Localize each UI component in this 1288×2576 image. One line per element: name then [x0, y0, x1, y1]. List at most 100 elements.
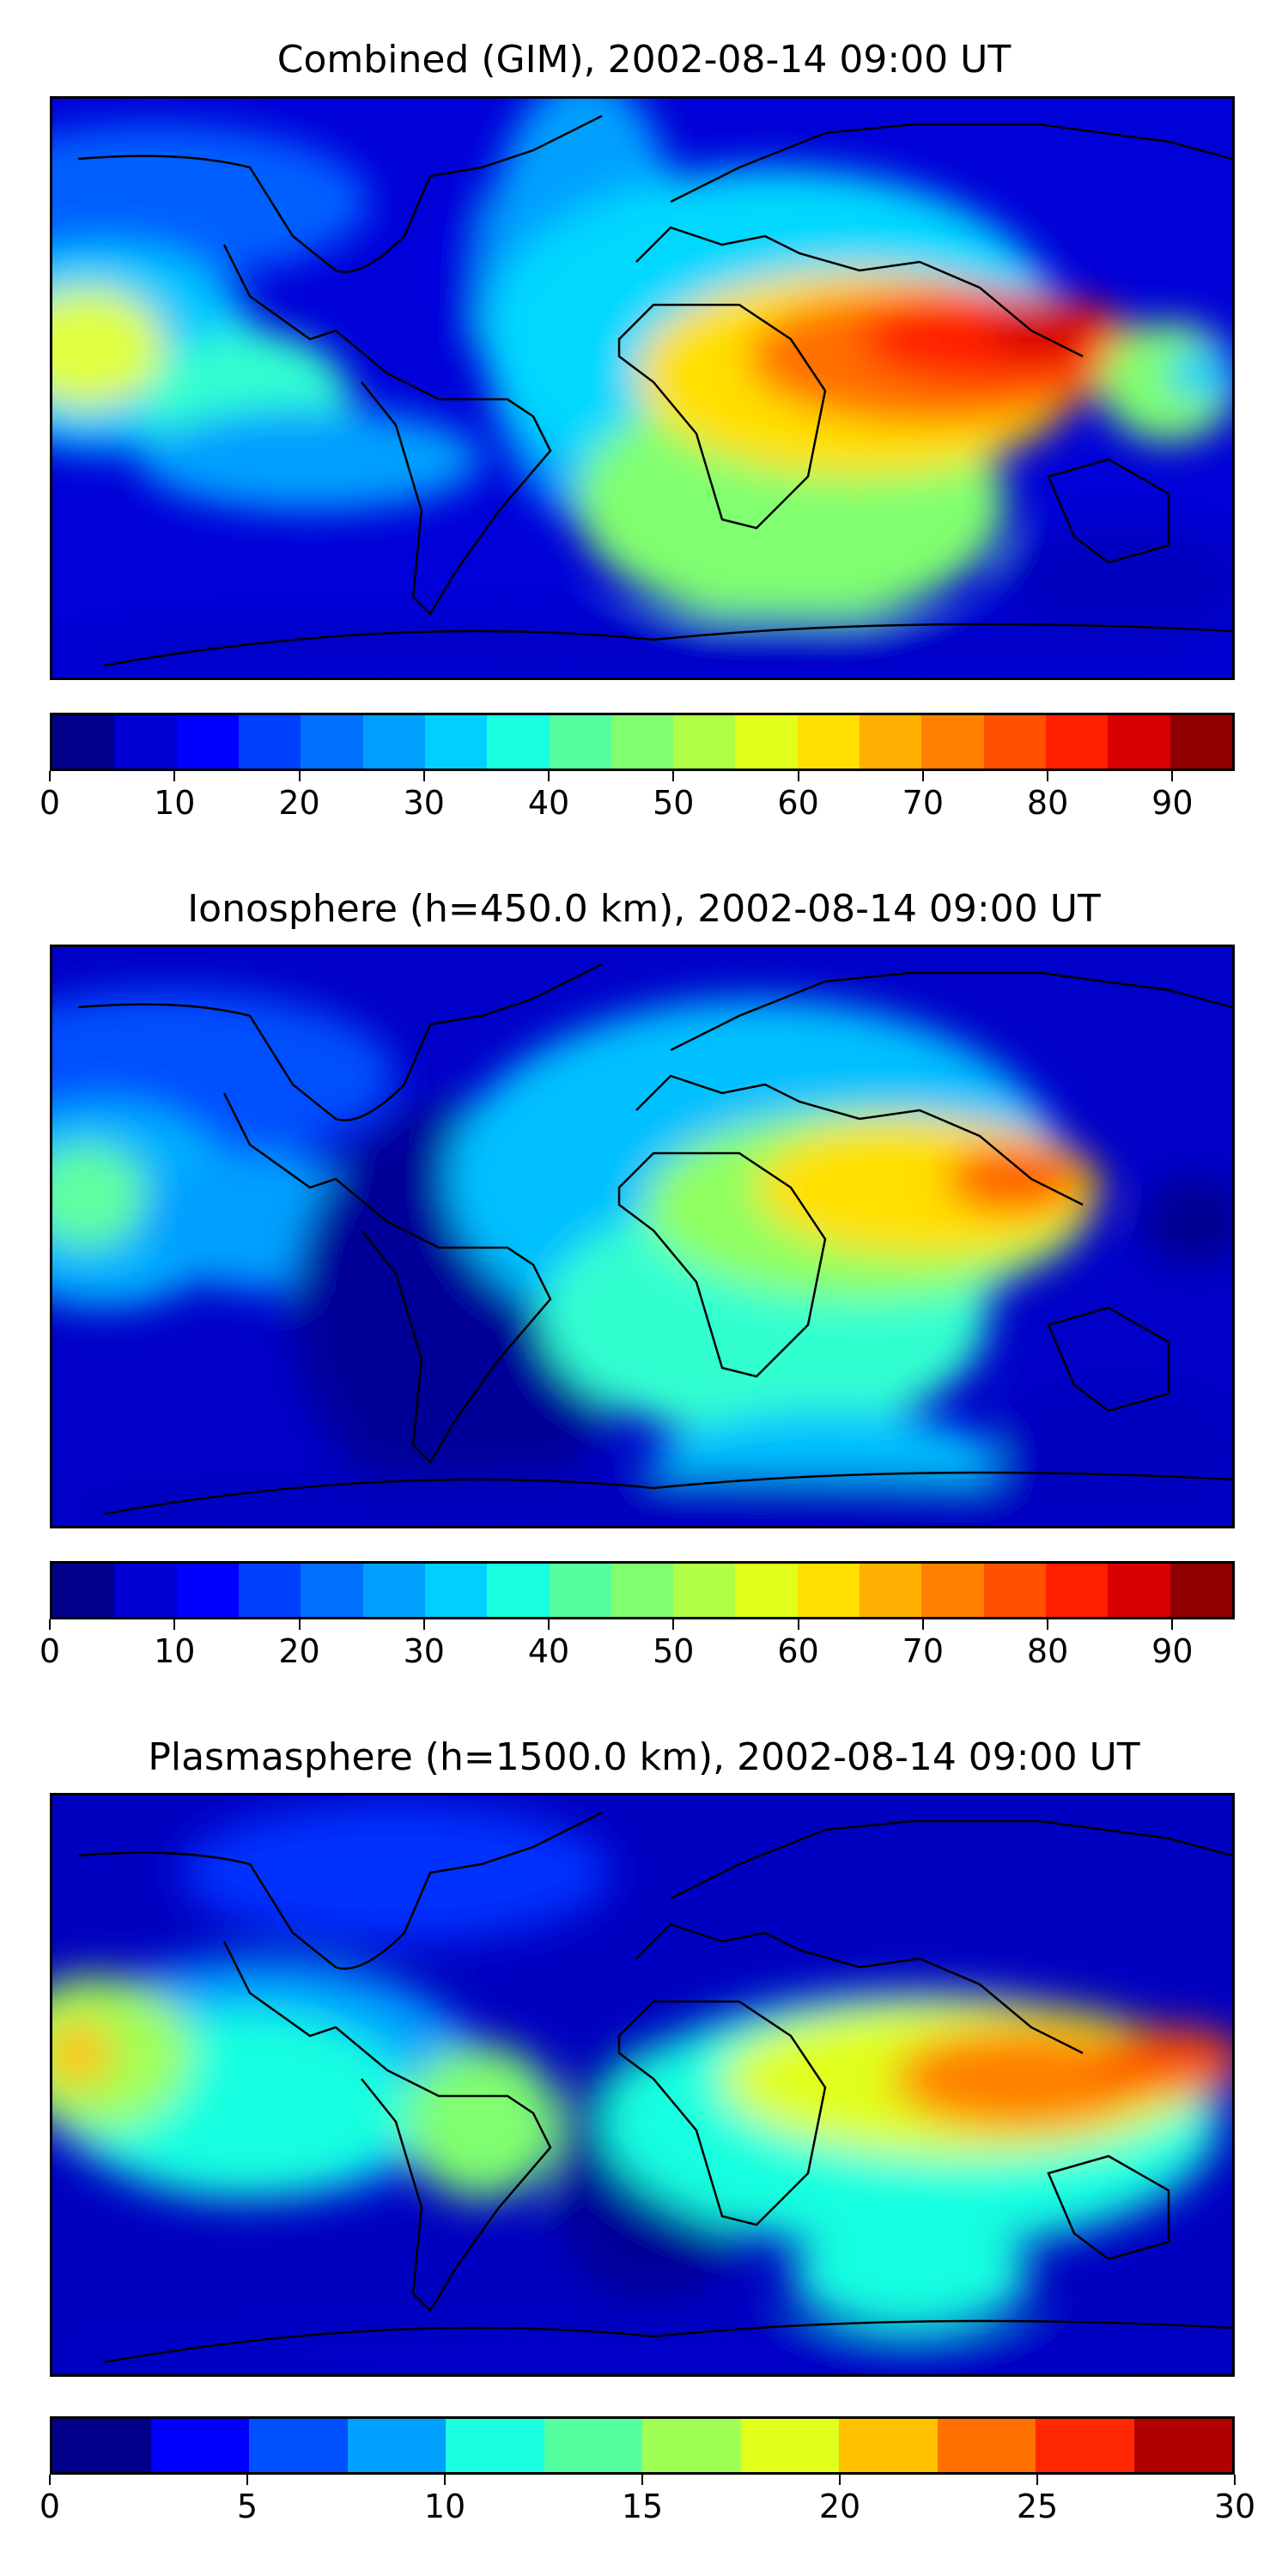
tick-mark: [1171, 771, 1174, 781]
tick-mark: [298, 1619, 301, 1630]
colorbar-segment: [937, 2419, 1036, 2472]
tick-mark: [49, 1619, 51, 1630]
colorbar-segment: [860, 715, 922, 769]
colorbar-segment: [983, 715, 1046, 769]
tick-label: 70: [902, 1632, 944, 1670]
colorbar-segment: [611, 715, 674, 769]
colorbar-segment: [52, 2419, 151, 2472]
tick-label: 20: [278, 784, 320, 822]
colorbar-segment: [446, 2419, 544, 2472]
tick-mark: [921, 771, 924, 781]
tick-label: 10: [154, 784, 196, 822]
colorbar-segment: [611, 1564, 674, 1617]
map-ionosphere: [50, 945, 1235, 1528]
colorbar-combined: [50, 713, 1235, 771]
colorbar-ticks-plasmasphere: 0 5 10 15 20 25 30: [39, 2475, 1255, 2526]
tick-label: 20: [818, 2488, 861, 2525]
colorbar-segment: [642, 2419, 741, 2472]
colorbar-segment: [1170, 1564, 1232, 1617]
tick-mark: [921, 1619, 924, 1630]
colorbar-segment: [238, 715, 301, 769]
colorbar-segment: [735, 715, 798, 769]
colorbar-segment: [921, 1564, 984, 1617]
tick-mark: [548, 1619, 550, 1630]
tick-label: 50: [653, 784, 695, 822]
tick-mark: [444, 2475, 446, 2485]
tick-mark: [422, 771, 425, 781]
colorbar-ionosphere: [50, 1561, 1235, 1619]
colorbar-segment: [424, 715, 488, 769]
colorbar-segment: [921, 715, 984, 769]
colorbar-segment: [673, 1564, 736, 1617]
colorbar-segment: [740, 2419, 839, 2472]
tick-mark: [839, 2475, 841, 2485]
tick-label: 60: [777, 1632, 819, 1670]
colorbar-segment: [839, 2419, 938, 2472]
tick-mark: [173, 771, 176, 781]
colorbar-segment: [114, 1564, 177, 1617]
colorbar-segment: [797, 1564, 860, 1617]
tick-mark: [1047, 1619, 1049, 1630]
tick-label: 80: [1026, 784, 1069, 822]
tick-mark: [246, 2475, 248, 2485]
colorbar-segment: [362, 715, 425, 769]
tick-mark: [672, 1619, 675, 1630]
tick-mark: [1234, 2475, 1236, 2485]
tick-label: 15: [621, 2488, 664, 2525]
panel-title-combined: Combined (GIM), 2002-08-14 09:00 UT: [276, 38, 1012, 82]
colorbar-segment: [487, 1564, 550, 1617]
colorbar-segment: [1046, 715, 1109, 769]
colorbar-segment: [424, 1564, 488, 1617]
colorbar-segment: [1046, 1564, 1109, 1617]
tick-mark: [797, 1619, 799, 1630]
colorbar-segment: [150, 2419, 249, 2472]
colorbar-segment: [1108, 1564, 1170, 1617]
colorbar-segment: [1133, 2419, 1232, 2472]
tick-label: 25: [1016, 2488, 1059, 2525]
tick-label: 5: [236, 2488, 258, 2525]
tick-mark: [173, 1619, 176, 1630]
colorbar-segment: [797, 715, 860, 769]
tick-label: 60: [777, 784, 819, 822]
tick-label: 30: [1213, 2488, 1256, 2525]
tick-label: 90: [1151, 784, 1194, 822]
colorbar-segment: [301, 1564, 363, 1617]
colorbar-segment: [176, 715, 239, 769]
colorbar-segment: [983, 1564, 1046, 1617]
colorbar-plasmasphere: [50, 2416, 1235, 2475]
colorbar-segment: [52, 1564, 115, 1617]
map-combined: [50, 96, 1235, 680]
colorbar-ticks-combined: 0 10 20 30 40 50 60 70 80 90: [39, 771, 1235, 823]
colorbar-segment: [249, 2419, 348, 2472]
tick-label: 30: [403, 784, 445, 822]
tick-label: 90: [1151, 1632, 1194, 1670]
colorbar-segment: [347, 2419, 446, 2472]
colorbar-segment: [1170, 715, 1232, 769]
colorbar-segment: [114, 715, 177, 769]
tick-label: 0: [39, 784, 61, 822]
colorbar-segment: [549, 715, 611, 769]
tick-label: 70: [902, 784, 944, 822]
tick-mark: [1036, 2475, 1038, 2485]
tick-label: 20: [278, 1632, 320, 1670]
colorbar-segment: [301, 715, 363, 769]
colorbar-segment: [544, 2419, 642, 2472]
tick-mark: [49, 771, 51, 781]
tick-label: 10: [154, 1632, 196, 1670]
tick-mark: [49, 2475, 51, 2485]
tick-mark: [1171, 1619, 1174, 1630]
tick-label: 10: [423, 2488, 466, 2525]
tick-label: 50: [653, 1632, 695, 1670]
colorbar-segment: [362, 1564, 425, 1617]
colorbar-segment: [735, 1564, 798, 1617]
colorbar-ticks-ionosphere: 0 10 20 30 40 50 60 70 80 90: [39, 1619, 1235, 1671]
tick-mark: [298, 771, 301, 781]
map-plasmasphere: [50, 1793, 1235, 2377]
tick-label: 30: [403, 1632, 445, 1670]
tick-label: 40: [527, 1632, 570, 1670]
colorbar-segment: [549, 1564, 611, 1617]
colorbar-segment: [176, 1564, 239, 1617]
tick-label: 0: [39, 1632, 61, 1670]
tick-label: 40: [527, 784, 570, 822]
tick-label: 0: [39, 2488, 61, 2525]
